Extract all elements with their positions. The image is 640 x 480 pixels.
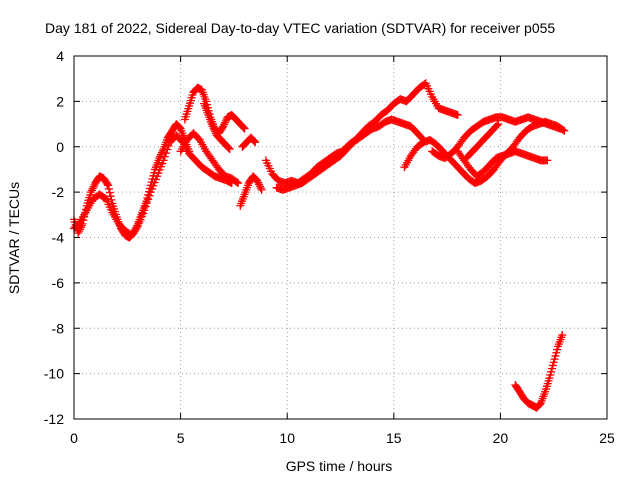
series-track-i bbox=[272, 115, 428, 194]
data-point bbox=[75, 225, 84, 234]
data-point bbox=[234, 179, 243, 188]
data-point bbox=[87, 188, 96, 197]
x-tick-label: 15 bbox=[386, 430, 402, 446]
data-point bbox=[104, 181, 113, 190]
x-tick-label: 5 bbox=[177, 430, 185, 446]
data-point bbox=[556, 124, 565, 133]
y-axis-label: SDTVAR / TECUs bbox=[6, 182, 22, 294]
data-point bbox=[249, 136, 258, 145]
data-point bbox=[220, 120, 229, 129]
data-point bbox=[221, 116, 230, 125]
chart-title: Day 181 of 2022, Sidereal Day-to-day VTE… bbox=[45, 20, 555, 36]
data-point bbox=[87, 186, 96, 195]
x-tick-label: 10 bbox=[279, 430, 295, 446]
x-tick-label: 0 bbox=[70, 430, 78, 446]
data-point bbox=[208, 122, 217, 131]
y-tick-label: -6 bbox=[52, 275, 65, 291]
data-point bbox=[142, 199, 151, 208]
data-point bbox=[144, 195, 153, 204]
data-point bbox=[253, 176, 262, 185]
data-point bbox=[162, 149, 171, 158]
series-track-g bbox=[238, 133, 260, 151]
data-point bbox=[254, 178, 263, 187]
data-point bbox=[535, 400, 544, 409]
data-point bbox=[494, 120, 503, 129]
data-point bbox=[240, 124, 249, 133]
series-track-e bbox=[200, 99, 234, 154]
axis-ticks: 0 5 10 15 20 25 -12 -10 -8 -6 -4 -2 0 2 4 bbox=[44, 48, 615, 446]
data-point bbox=[89, 182, 98, 191]
y-tick-label: -10 bbox=[44, 366, 64, 382]
data-point bbox=[543, 156, 552, 165]
data-point bbox=[74, 228, 83, 237]
data-point bbox=[255, 180, 264, 189]
data-point bbox=[88, 184, 97, 193]
x-tick-label: 20 bbox=[493, 430, 509, 446]
data-point bbox=[238, 122, 247, 131]
data-point bbox=[159, 156, 168, 165]
y-tick-label: -12 bbox=[44, 411, 64, 427]
data-point bbox=[251, 138, 260, 147]
data-point bbox=[453, 110, 462, 119]
data-point bbox=[220, 118, 229, 127]
series-track-n bbox=[511, 331, 567, 412]
data-point bbox=[257, 185, 266, 194]
series-track-m bbox=[462, 120, 503, 163]
data-point bbox=[219, 122, 228, 131]
y-tick-label: -4 bbox=[52, 230, 65, 246]
data-point bbox=[256, 184, 265, 193]
data-point bbox=[132, 223, 141, 232]
data-point bbox=[560, 126, 569, 135]
data-point bbox=[160, 152, 169, 161]
series-track-k bbox=[428, 113, 565, 163]
data-point bbox=[210, 125, 219, 134]
y-tick-label: -2 bbox=[52, 184, 65, 200]
data-point bbox=[103, 179, 112, 188]
series-track-d bbox=[176, 129, 243, 188]
y-tick-label: 0 bbox=[56, 139, 64, 155]
data-point bbox=[239, 123, 248, 132]
data-point bbox=[492, 121, 501, 130]
data-point bbox=[105, 188, 114, 197]
data-point bbox=[250, 137, 259, 146]
y-tick-label: -8 bbox=[52, 320, 65, 336]
y-tick-label: 4 bbox=[56, 48, 64, 64]
data-point bbox=[255, 182, 264, 191]
data-point bbox=[232, 178, 241, 187]
data-point bbox=[141, 202, 150, 211]
y-tick-label: 2 bbox=[56, 93, 64, 109]
data-point bbox=[75, 227, 84, 236]
data-point bbox=[163, 145, 172, 154]
data-point bbox=[211, 127, 220, 136]
data-point bbox=[106, 192, 115, 201]
data-point bbox=[140, 206, 149, 215]
series-track-f bbox=[236, 172, 266, 210]
data-point bbox=[155, 154, 164, 163]
data-point bbox=[107, 195, 116, 204]
x-axis-label: GPS time / hours bbox=[286, 458, 393, 474]
data-point bbox=[174, 122, 183, 131]
data-point bbox=[558, 331, 567, 340]
data-point bbox=[209, 124, 218, 133]
data-point bbox=[225, 145, 234, 154]
data-point bbox=[145, 191, 154, 200]
data-point bbox=[164, 141, 173, 150]
data-point bbox=[223, 143, 232, 152]
data-point bbox=[224, 144, 233, 153]
data-point bbox=[104, 184, 113, 193]
x-tick-label: 25 bbox=[599, 430, 615, 446]
